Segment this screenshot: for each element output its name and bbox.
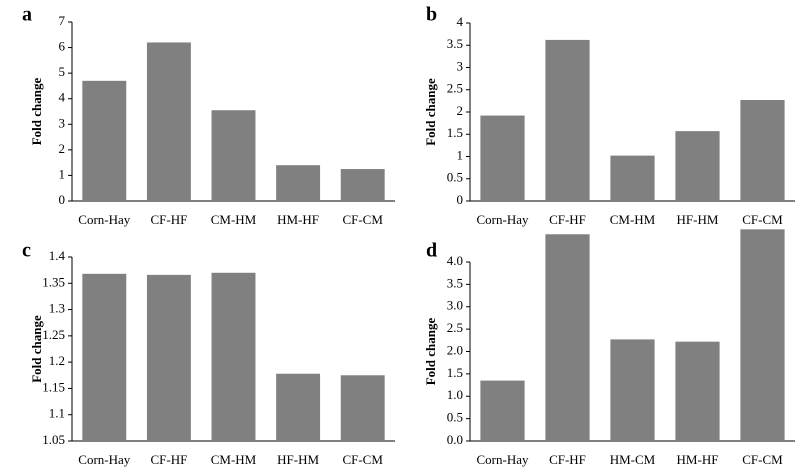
bar [340,375,385,441]
bar [146,42,191,202]
y-tick-label: 4.0 [447,253,463,268]
y-tick-label: 1.25 [42,327,65,342]
bar [146,274,191,441]
bar [545,234,590,441]
y-tick-label: 1.5 [447,365,463,380]
bar [740,99,785,201]
y-tick-label: 1.0 [447,387,463,402]
x-tick-label: Corn-Hay [477,452,529,467]
bar [211,110,256,201]
x-tick-label: CF-HF [150,452,187,467]
x-tick-label: Corn-Hay [78,452,130,467]
bar [340,169,385,201]
y-tick-label: 1.05 [42,432,65,447]
bar [610,155,655,201]
y-tick-label: 2 [59,141,66,156]
x-tick-label: CF-HF [549,212,586,227]
y-tick-label: 1 [457,147,464,162]
y-axis-label: Fold change [423,78,438,146]
y-tick-label: 2 [457,103,464,118]
x-tick-label: CF-HF [549,452,586,467]
y-tick-label: 1.15 [42,379,65,394]
y-tick-label: 5 [59,64,66,79]
y-tick-label: 4 [457,14,464,29]
y-axis-label: Fold change [29,78,44,146]
y-tick-label: 3 [59,115,66,130]
x-tick-label: Corn-Hay [78,212,130,227]
bar [740,229,785,441]
y-tick-label: 0.0 [447,432,463,447]
y-tick-label: 4 [59,90,66,105]
x-tick-label: CF-CM [342,212,383,227]
x-tick-label: HF-HM [277,452,319,467]
y-tick-label: 0.5 [447,170,463,185]
x-tick-label: CF-CM [742,212,783,227]
x-tick-label: CF-CM [342,452,383,467]
y-tick-label: 1 [59,166,66,181]
panel-label: c [22,240,31,262]
bar [211,272,256,441]
x-tick-label: CF-CM [742,452,783,467]
y-tick-label: 1.3 [49,301,65,316]
y-tick-label: 0 [59,192,66,207]
bar [480,380,525,441]
y-tick-label: 2.5 [447,81,463,96]
y-tick-label: 6 [59,39,66,54]
panel-label: a [22,4,32,26]
bar [675,341,720,441]
y-tick-label: 2.5 [447,320,463,335]
panel-label: b [426,4,437,26]
panel-label: d [426,240,437,262]
bar [82,273,127,441]
y-tick-label: 3.0 [447,298,463,313]
bar [480,115,525,201]
y-tick-label: 1.35 [42,274,65,289]
bar [545,39,590,201]
y-axis-label: Fold change [29,315,44,383]
y-tick-label: 7 [59,13,66,28]
x-tick-label: Corn-Hay [477,212,529,227]
bar [610,339,655,441]
y-tick-label: 3 [457,58,464,73]
y-tick-label: 1.4 [49,248,66,263]
bar [276,373,321,441]
x-tick-label: HM-HF [277,212,319,227]
bar [276,165,321,201]
bar [675,131,720,201]
y-tick-label: 1.5 [447,125,463,140]
x-tick-label: CM-HM [211,452,257,467]
y-tick-label: 0 [457,192,464,207]
y-tick-label: 2.0 [447,342,463,357]
y-tick-label: 3.5 [447,275,463,290]
x-tick-label: HM-HF [677,452,719,467]
y-tick-label: 1.2 [49,353,65,368]
y-axis-label: Fold change [423,318,438,386]
bar [82,80,127,201]
x-tick-label: CM-HM [211,212,257,227]
x-tick-label: HM-CM [610,452,656,467]
x-tick-label: CF-HF [150,212,187,227]
y-tick-label: 0.5 [447,410,463,425]
x-tick-label: CM-HM [610,212,656,227]
y-tick-label: 1.1 [49,406,65,421]
x-tick-label: HF-HM [677,212,719,227]
y-tick-label: 3.5 [447,36,463,51]
